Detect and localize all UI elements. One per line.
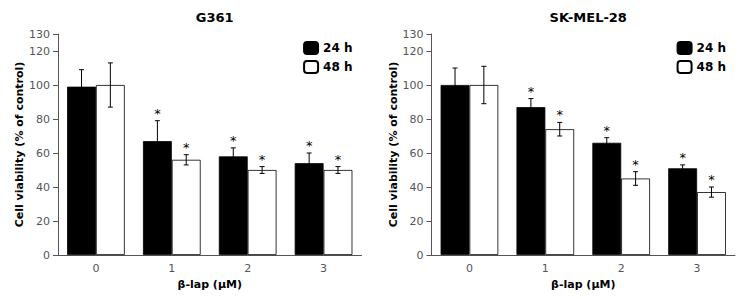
svg-text:*: * xyxy=(183,140,190,155)
svg-text:130: 130 xyxy=(403,28,424,41)
svg-text:*: * xyxy=(306,138,313,153)
svg-text:*: * xyxy=(335,152,342,167)
svg-text:60: 60 xyxy=(36,147,50,160)
svg-text:0: 0 xyxy=(466,262,473,275)
svg-text:40: 40 xyxy=(36,181,50,194)
svg-text:Cell viability (% of control): Cell viability (% of control) xyxy=(387,62,400,228)
svg-text:3: 3 xyxy=(320,262,327,275)
svg-text:2: 2 xyxy=(618,262,625,275)
svg-text:*: * xyxy=(604,123,611,138)
svg-text:G361: G361 xyxy=(196,10,234,25)
svg-text:3: 3 xyxy=(694,262,701,275)
svg-text:40: 40 xyxy=(410,181,424,194)
svg-text:130: 130 xyxy=(29,28,50,41)
svg-text:48 h: 48 h xyxy=(697,60,726,74)
svg-text:β-lap (μM): β-lap (μM) xyxy=(178,278,242,291)
svg-text:80: 80 xyxy=(410,113,424,126)
svg-text:SK-MEL-28: SK-MEL-28 xyxy=(550,10,627,25)
svg-text:0: 0 xyxy=(92,262,99,275)
svg-text:*: * xyxy=(230,133,237,148)
svg-text:60: 60 xyxy=(410,147,424,160)
svg-text:*: * xyxy=(679,150,686,165)
svg-text:100: 100 xyxy=(403,79,424,92)
svg-text:1: 1 xyxy=(542,262,549,275)
svg-text:24 h: 24 h xyxy=(323,41,352,55)
svg-text:20: 20 xyxy=(410,215,424,228)
svg-text:*: * xyxy=(154,106,161,121)
svg-text:*: * xyxy=(632,157,639,172)
svg-text:0: 0 xyxy=(417,249,424,262)
svg-text:*: * xyxy=(259,152,266,167)
svg-text:2: 2 xyxy=(244,262,251,275)
svg-text:120: 120 xyxy=(29,45,50,58)
svg-text:20: 20 xyxy=(36,215,50,228)
svg-text:*: * xyxy=(556,107,563,122)
svg-text:120: 120 xyxy=(403,45,424,58)
svg-text:1: 1 xyxy=(168,262,175,275)
svg-text:*: * xyxy=(528,84,535,99)
svg-text:0: 0 xyxy=(43,249,50,262)
svg-text:48 h: 48 h xyxy=(323,60,352,74)
svg-text:24 h: 24 h xyxy=(697,41,726,55)
svg-text:*: * xyxy=(708,172,715,187)
svg-text:Cell viability (% of control): Cell viability (% of control) xyxy=(13,62,26,228)
svg-text:100: 100 xyxy=(29,79,50,92)
svg-text:80: 80 xyxy=(36,113,50,126)
svg-text:β-lap (μM): β-lap (μM) xyxy=(551,278,615,291)
